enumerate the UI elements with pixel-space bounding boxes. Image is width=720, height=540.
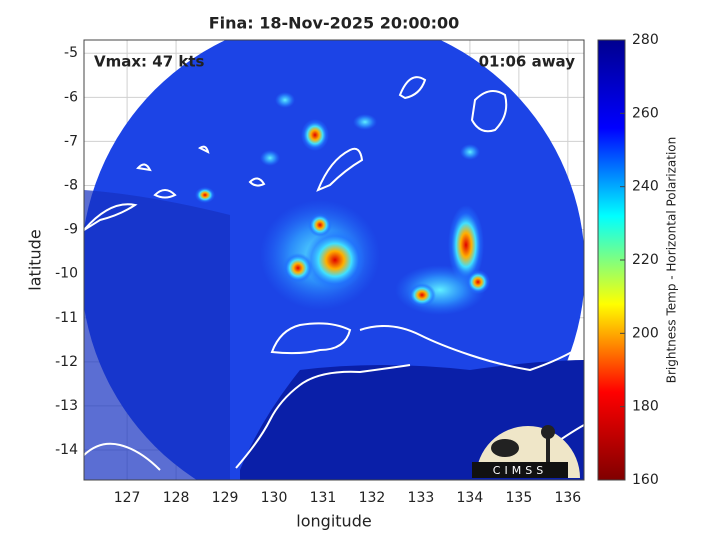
logo-text: CIMSS [493,464,547,477]
colorbar-tick-label: 240 [632,179,659,195]
x-tick-label: 130 [261,490,288,506]
x-tick-label: 129 [212,490,239,506]
y-tick-label: -9 [64,222,78,238]
chart-title: Fina: 18-Nov-2025 20:00:00 [209,14,460,33]
x-tick-label: 131 [310,490,337,506]
colorbar-tick-label: 260 [632,105,659,121]
y-tick-label: -5 [64,45,78,61]
y-tick-label: -11 [55,310,78,326]
x-axis-label: longitude [296,512,371,531]
x-tick-label: 127 [114,490,141,506]
x-tick-label: 128 [163,490,190,506]
y-tick-label: -12 [55,354,78,370]
plot-frame [83,39,585,481]
brightness-field [84,40,584,480]
y-axis-label: latitude [26,229,45,290]
x-tick-label: 136 [554,490,581,506]
colorbar-tick-label: 200 [632,325,659,341]
annotation: 01:06 away [479,53,576,71]
x-tick-label: 135 [506,490,533,506]
logo: CIMSS [472,425,580,478]
colorbar-tick-label: 280 [632,32,659,48]
x-tick-label: 133 [408,490,435,506]
colorbar-tick-label: 180 [632,399,659,415]
x-tick-label: 132 [359,490,386,506]
colorbar-tick-label: 220 [632,252,659,268]
y-tick-label: -7 [64,133,78,149]
y-tick-label: -6 [64,89,78,105]
y-tick-label: -13 [55,398,78,414]
x-tick-label: 134 [457,490,484,506]
y-tick-label: -14 [55,442,78,458]
colorbar-label: Brightness Temp - Horizontal Polarizatio… [665,137,679,384]
y-tick-label: -10 [55,266,78,282]
y-tick-label: -8 [64,177,78,193]
colorbar-tick-label: 160 [632,472,659,488]
annotation: Vmax: 47 kts [94,53,204,71]
